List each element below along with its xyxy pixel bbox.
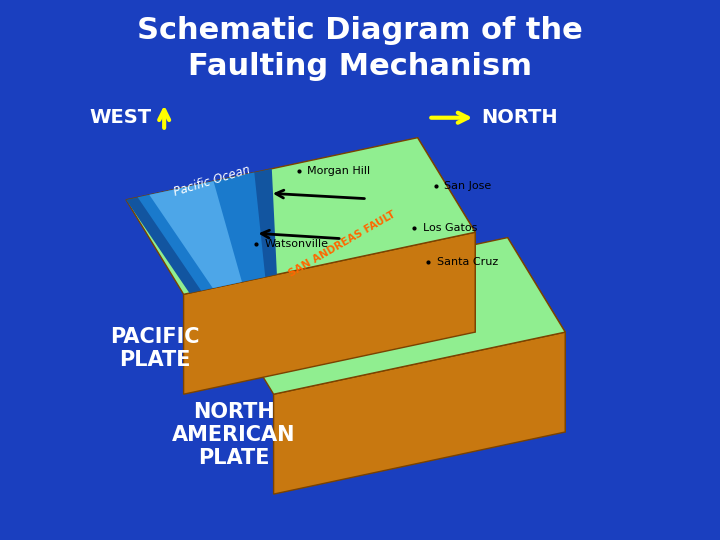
Text: Watsonville: Watsonville (264, 239, 328, 249)
Text: Pacific Ocean: Pacific Ocean (173, 163, 252, 199)
Polygon shape (418, 138, 475, 332)
Polygon shape (508, 238, 565, 432)
Polygon shape (126, 138, 475, 294)
Text: Los Gatos: Los Gatos (423, 223, 477, 233)
Text: Morgan Hill: Morgan Hill (307, 166, 371, 176)
Polygon shape (184, 232, 475, 394)
Text: Schematic Diagram of the
Faulting Mechanism: Schematic Diagram of the Faulting Mechan… (137, 16, 583, 81)
Polygon shape (274, 332, 565, 494)
Text: WEST: WEST (89, 108, 151, 127)
Text: NORTH
AMERICAN
PLATE: NORTH AMERICAN PLATE (172, 402, 296, 468)
Polygon shape (126, 168, 277, 293)
Polygon shape (149, 181, 242, 288)
Text: NORTH: NORTH (481, 108, 557, 127)
Text: San Jose: San Jose (444, 181, 492, 191)
Polygon shape (216, 238, 565, 394)
Polygon shape (138, 172, 265, 291)
Text: PACIFIC
PLATE: PACIFIC PLATE (110, 327, 199, 370)
Text: SAN ANDREAS FAULT: SAN ANDREAS FAULT (287, 210, 397, 279)
Text: Santa Cruz: Santa Cruz (437, 257, 498, 267)
